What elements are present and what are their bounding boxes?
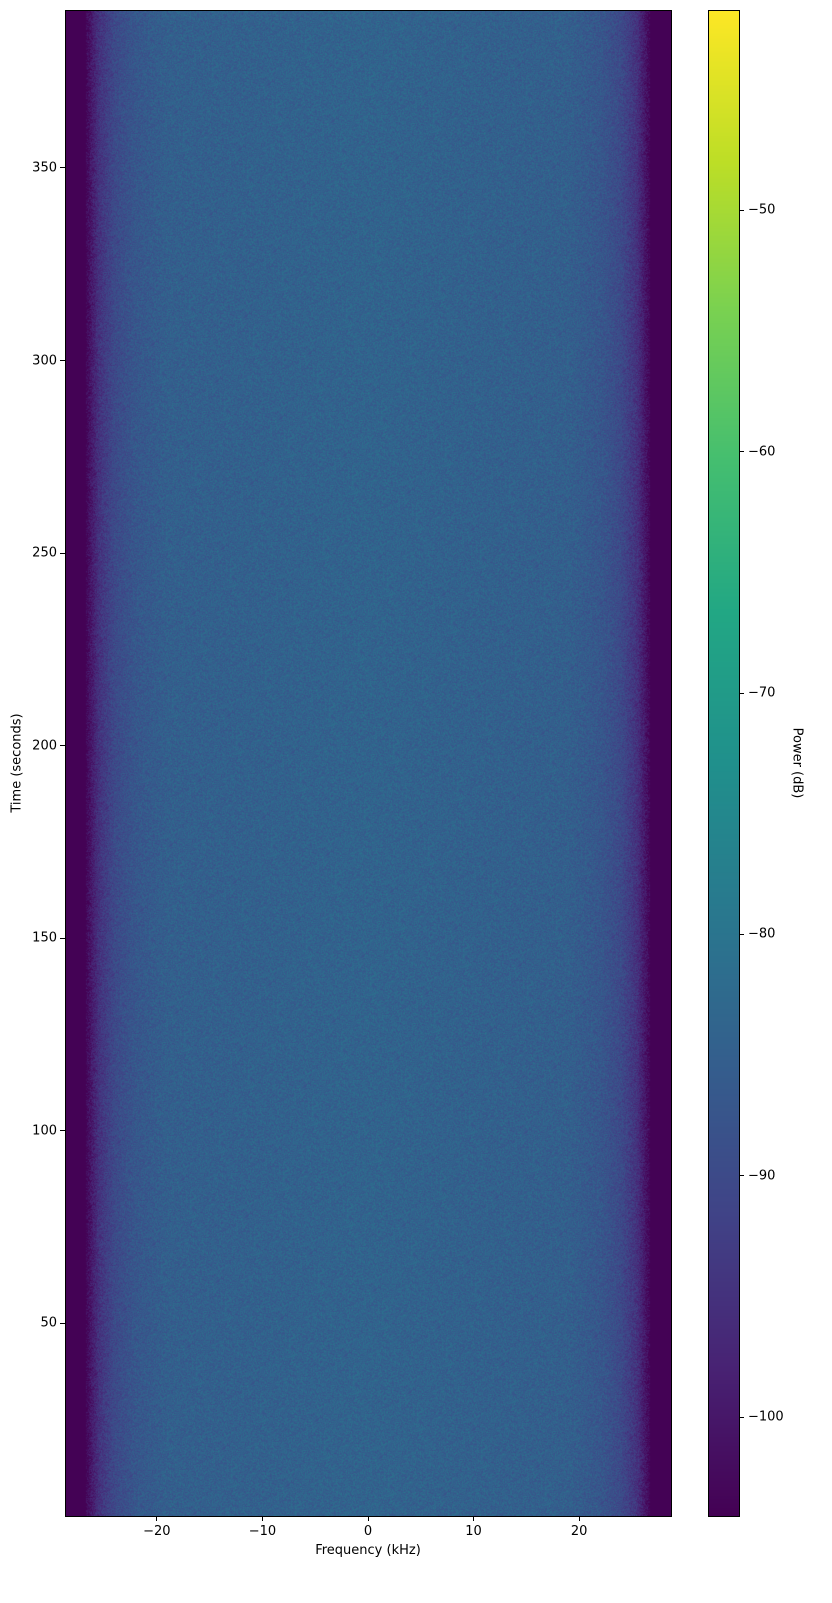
x-tick-label: −20 xyxy=(143,1524,171,1539)
x-tick-mark xyxy=(578,1516,580,1521)
x-tick-label: 20 xyxy=(570,1524,588,1539)
y-tick-mark xyxy=(60,745,65,747)
y-tick-mark xyxy=(60,1322,65,1324)
spectrogram-image xyxy=(65,10,671,1516)
colorbar xyxy=(708,10,739,1516)
x-tick-mark xyxy=(156,1516,158,1521)
y-tick-label: 100 xyxy=(32,1123,57,1139)
colorbar-label: Power (dB) xyxy=(789,727,805,799)
y-tick-label: 250 xyxy=(32,545,57,561)
colorbar-tick-label: −60 xyxy=(748,444,776,460)
colorbar-tick-label: −90 xyxy=(748,1168,776,1184)
colorbar-tick-label: −100 xyxy=(748,1409,784,1425)
x-tick-label: 10 xyxy=(465,1524,482,1539)
y-tick-mark xyxy=(60,1130,65,1132)
y-tick-mark xyxy=(60,167,65,169)
y-tick-mark xyxy=(60,360,65,361)
colorbar-tick-mark xyxy=(739,1175,744,1177)
y-tick-label: 150 xyxy=(32,930,57,946)
colorbar-tick-label: −70 xyxy=(748,685,776,701)
colorbar-tick-label: −50 xyxy=(748,202,776,218)
y-tick-label: 50 xyxy=(40,1315,57,1331)
y-axis-label: Time (seconds) xyxy=(9,713,25,813)
y-tick-mark xyxy=(60,552,65,554)
colorbar-tick-mark xyxy=(739,933,744,935)
colorbar-tick-label: −80 xyxy=(748,926,776,942)
y-tick-label: 200 xyxy=(32,738,57,754)
x-tick-label: −10 xyxy=(248,1524,277,1539)
x-tick-mark xyxy=(473,1516,475,1521)
x-axis-label: Frequency (kHz) xyxy=(315,1543,421,1558)
colorbar-tick-mark xyxy=(739,1416,744,1418)
y-tick-label: 350 xyxy=(32,160,57,176)
colorbar-tick-mark xyxy=(739,209,744,211)
colorbar-tick-mark xyxy=(739,692,744,694)
x-tick-mark xyxy=(261,1516,263,1521)
x-tick-mark xyxy=(367,1516,369,1521)
colorbar-tick-mark xyxy=(739,451,744,453)
y-tick-label: 300 xyxy=(32,353,57,368)
y-tick-mark xyxy=(60,937,65,939)
x-tick-label: 0 xyxy=(363,1524,373,1539)
